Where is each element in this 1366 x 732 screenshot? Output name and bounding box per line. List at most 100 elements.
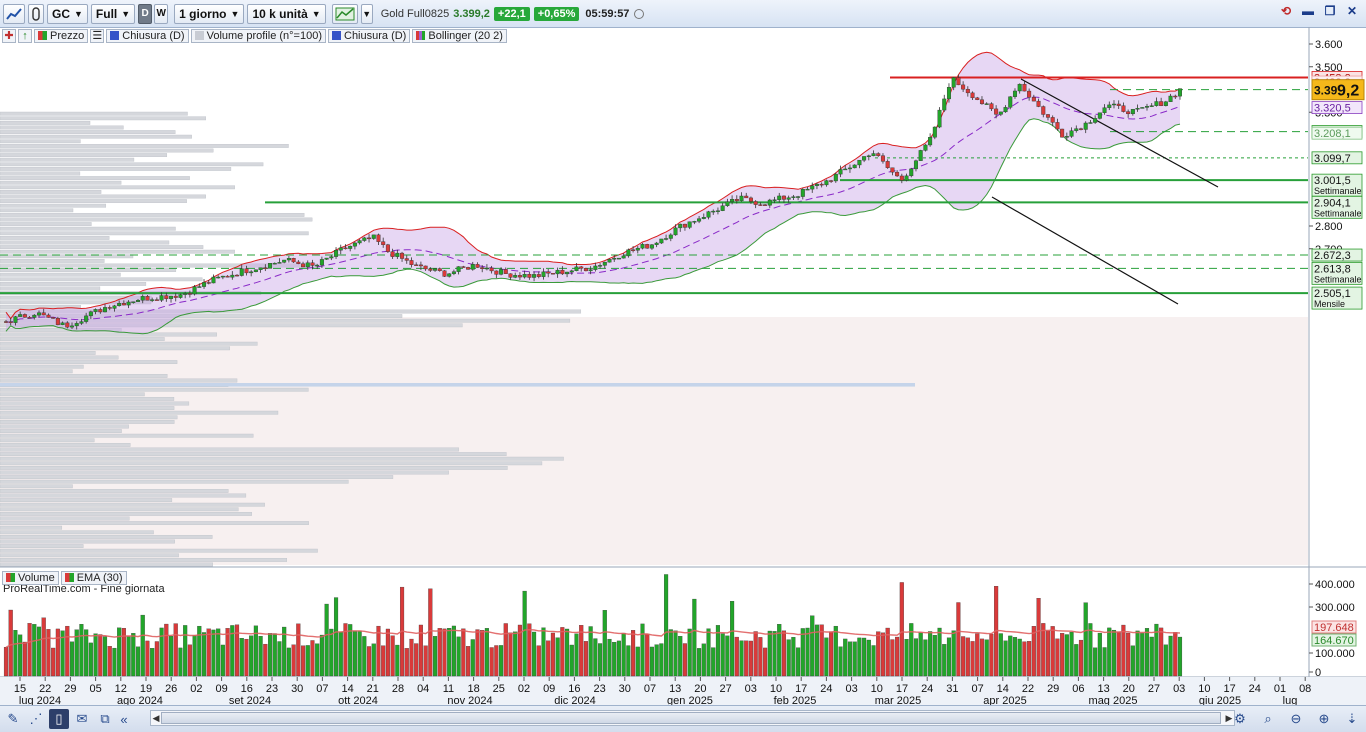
legend-close2-label: Chiusura (D) [344, 29, 407, 42]
daily-button[interactable]: D [138, 3, 153, 24]
legend-menu-icon[interactable]: ☰ [90, 28, 105, 43]
link-icon[interactable] [28, 3, 44, 24]
candle-body [522, 274, 527, 278]
date-day-label: 28 [392, 683, 404, 695]
cursor-icon[interactable]: ▯ [49, 709, 69, 729]
volume-bar [1003, 640, 1008, 677]
volume-bar [418, 624, 423, 677]
scroll-thumb[interactable] [161, 712, 1221, 724]
legend-ema[interactable]: EMA (30) [60, 570, 127, 585]
legend-volume[interactable]: Volume [2, 570, 59, 585]
volume-bar [385, 628, 390, 677]
candle-body [1154, 101, 1159, 106]
chevron-down-icon[interactable]: ▼ [360, 3, 373, 24]
candle-body [1102, 107, 1107, 113]
candle-body [1041, 106, 1046, 115]
scroll-down-icon[interactable]: ⇣ [1346, 711, 1358, 726]
legend-ema-label: EMA (30) [76, 571, 123, 584]
zoom-in-icon[interactable]: ⊕ [1318, 711, 1330, 726]
candle-body [183, 293, 188, 295]
minimize-icon[interactable]: ▬ [1302, 4, 1314, 18]
volume-bar [343, 623, 348, 677]
change-abs-badge: +22,1 [493, 6, 530, 21]
candle-body [159, 295, 164, 301]
volume-bar [616, 640, 621, 677]
share-icon[interactable]: ⋰ [29, 711, 43, 726]
volume-bar [140, 614, 145, 677]
scroll-right-icon[interactable]: ▶ [1225, 713, 1233, 723]
legend-price[interactable]: Prezzo [34, 28, 89, 43]
candle-body [291, 258, 296, 263]
volume-bar [22, 641, 27, 677]
candle-body [692, 221, 697, 223]
volume-bar [107, 646, 112, 677]
symbol-label: GC [52, 6, 70, 21]
date-day-label: 17 [795, 683, 807, 695]
volume-bar [621, 632, 626, 677]
legend-bollinger[interactable]: Bollinger (20 2) [412, 28, 507, 43]
legend-add-icon[interactable]: ↑ [18, 28, 32, 43]
candle-body [687, 221, 692, 228]
chart-area[interactable]: 3.6003.5003.3002.8002.7003.453,2Settiman… [0, 27, 1366, 705]
date-day-label: 03 [745, 683, 757, 695]
candle-body [8, 321, 13, 323]
candle-body [470, 264, 475, 270]
close2-swatch [332, 31, 341, 40]
symbol-select[interactable]: GC ▼ [47, 3, 88, 24]
zoom-area-icon[interactable]: ⌕ [1264, 711, 1272, 726]
view-mode-select[interactable]: Full ▼ [90, 3, 136, 24]
legend-close2[interactable]: Chiusura (D) [328, 28, 411, 43]
candle-body [352, 242, 357, 247]
weekly-button[interactable]: W [154, 3, 169, 24]
candle-body [1008, 96, 1013, 108]
volume-bar [178, 647, 183, 677]
volume-bar [814, 624, 820, 677]
legend-volume-profile[interactable]: Volume profile (n°=100) [190, 28, 326, 43]
candle-body [202, 282, 207, 287]
timeframe-select[interactable]: 1 giorno ▼ [174, 3, 245, 24]
volume-profile-bar [0, 240, 170, 245]
volume-bar [824, 637, 829, 677]
close-icon[interactable]: ✕ [1346, 4, 1358, 18]
legend-remove-icon[interactable]: ✚ [2, 28, 16, 43]
volume-bar [315, 643, 320, 677]
candle-body [480, 267, 485, 269]
chart-settings-icon[interactable]: ⚙ [1234, 711, 1246, 726]
price-level-label-box [1311, 286, 1363, 310]
window-icon[interactable]: ⧉ [100, 711, 110, 726]
restore-icon[interactable]: ❐ [1324, 4, 1336, 18]
volume-profile-bar [0, 562, 213, 567]
volume-profile-bar [0, 429, 122, 433]
current-price-fraction: 9,2 [1337, 83, 1359, 100]
volume-profile-bar [0, 516, 130, 521]
volume-profile-bar [0, 507, 239, 512]
candle-body [645, 244, 650, 249]
candle-body [249, 271, 254, 274]
volume-bar [267, 633, 273, 677]
candle-body [1107, 104, 1112, 108]
date-month-label: dic 2024 [554, 695, 596, 705]
chart-style-icon[interactable] [331, 3, 358, 24]
candle-body [150, 299, 155, 301]
candle-body [739, 195, 744, 202]
volume-bar [979, 638, 985, 677]
date-day-label: 14 [341, 683, 353, 695]
units-select[interactable]: 10 k unità ▼ [247, 3, 326, 24]
legend-close1[interactable]: Chiusura (D) [106, 28, 189, 43]
volume-bar [932, 635, 937, 677]
candle-body [1027, 90, 1032, 98]
horizontal-scrollbar[interactable]: ◀ ▶ [150, 710, 1235, 726]
message-icon[interactable]: ✉ [76, 711, 88, 726]
date-day-label: 18 [467, 683, 479, 695]
price-chart-svg[interactable]: 3.6003.5003.3002.8002.7003.453,2Settiman… [0, 27, 1366, 705]
volume-bar [885, 627, 890, 677]
pencil-icon[interactable]: ✎ [7, 711, 19, 726]
candle-body [51, 317, 56, 319]
zoom-out-icon[interactable]: ⊖ [1290, 711, 1302, 726]
double-left-icon[interactable]: « [120, 711, 128, 727]
sync-icon[interactable]: ⟲ [1280, 4, 1292, 18]
legend-price-label: Prezzo [50, 29, 85, 42]
scroll-left-icon[interactable]: ◀ [152, 713, 160, 723]
chart-type-icon[interactable] [3, 3, 25, 24]
candle-body [805, 188, 810, 191]
